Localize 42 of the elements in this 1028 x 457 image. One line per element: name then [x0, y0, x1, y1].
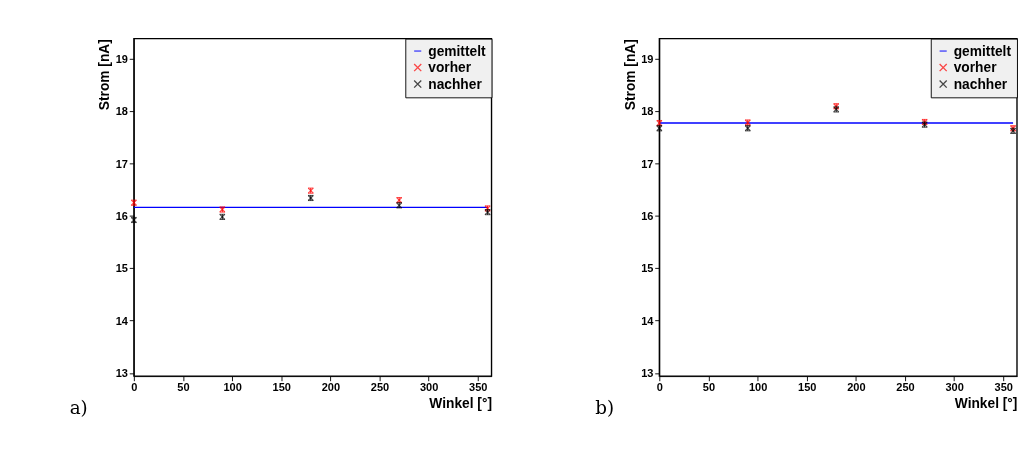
x-axis-title: Winkel [°] — [954, 395, 1018, 411]
y-tick-label: 15 — [641, 262, 654, 275]
x-tick-label: 0 — [656, 381, 663, 394]
x-tick-label: 50 — [702, 381, 716, 394]
legend-label: gemittelt — [953, 43, 1012, 59]
x-tick-label: 300 — [945, 381, 964, 394]
y-tick-label: 16 — [115, 209, 128, 222]
x-tick-label: 200 — [847, 381, 866, 394]
legend-label: nachher — [428, 76, 483, 92]
y-tick-label: 19 — [115, 52, 128, 65]
legend-label: vorher — [953, 60, 998, 76]
y-tick-label: 14 — [641, 314, 655, 327]
y-tick-label: 13 — [115, 367, 128, 380]
x-tick-label: 150 — [798, 381, 817, 394]
x-tick-label: 350 — [994, 381, 1013, 394]
x-tick-label: 250 — [370, 381, 390, 394]
y-tick-label: 18 — [641, 105, 654, 118]
x-tick-label: 150 — [272, 381, 291, 394]
y-tick-label: 15 — [115, 262, 128, 275]
y-tick-label: 14 — [115, 314, 129, 327]
x-tick-label: 200 — [321, 381, 341, 394]
text: a) — [69, 396, 88, 418]
y-axis-title: Strom [nA] — [622, 39, 638, 111]
y-tick-label: 17 — [115, 157, 128, 170]
x-tick-label: 50 — [177, 381, 190, 394]
y-tick-label: 18 — [115, 105, 128, 118]
x-tick-label: 0 — [131, 381, 138, 394]
y-axis-title: Strom [nA] — [97, 39, 113, 111]
x-tick-label: 100 — [223, 381, 242, 394]
legend-label: vorher — [428, 60, 472, 76]
legend-label: nachher — [953, 76, 1008, 92]
y-tick-label: 17 — [641, 157, 654, 170]
y-tick-label: 16 — [641, 209, 654, 222]
y-tick-label: 19 — [641, 52, 654, 65]
x-axis-title: Winkel [°] — [429, 395, 492, 411]
text: b) — [595, 396, 615, 418]
legend-label: gemittelt — [428, 43, 486, 59]
x-tick-label: 300 — [419, 381, 439, 394]
x-tick-label: 350 — [469, 381, 488, 394]
y-tick-label: 13 — [641, 367, 654, 380]
x-tick-label: 250 — [896, 381, 915, 394]
x-tick-label: 100 — [748, 381, 768, 394]
